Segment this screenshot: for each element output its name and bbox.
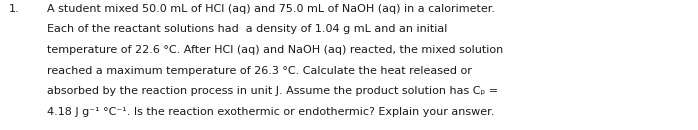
Text: Each of the reactant solutions had  a density of 1.04 g mL and an initial: Each of the reactant solutions had a den… — [47, 24, 448, 34]
Text: A student mixed 50.0 mL of HCl (aq) and 75.0 mL of NaOH (aq) in a calorimeter.: A student mixed 50.0 mL of HCl (aq) and … — [47, 4, 496, 14]
Text: 1.: 1. — [8, 4, 19, 14]
Text: absorbed by the reaction process in unit J. Assume the product solution has Cₚ =: absorbed by the reaction process in unit… — [47, 86, 498, 96]
Text: 4.18 J g⁻¹ °C⁻¹. Is the reaction exothermic or endothermic? Explain your answer.: 4.18 J g⁻¹ °C⁻¹. Is the reaction exother… — [47, 107, 495, 117]
Text: reached a maximum temperature of 26.3 °C. Calculate the heat released or: reached a maximum temperature of 26.3 °C… — [47, 66, 473, 76]
Text: temperature of 22.6 °C. After HCl (aq) and NaOH (aq) reacted, the mixed solution: temperature of 22.6 °C. After HCl (aq) a… — [47, 45, 504, 55]
